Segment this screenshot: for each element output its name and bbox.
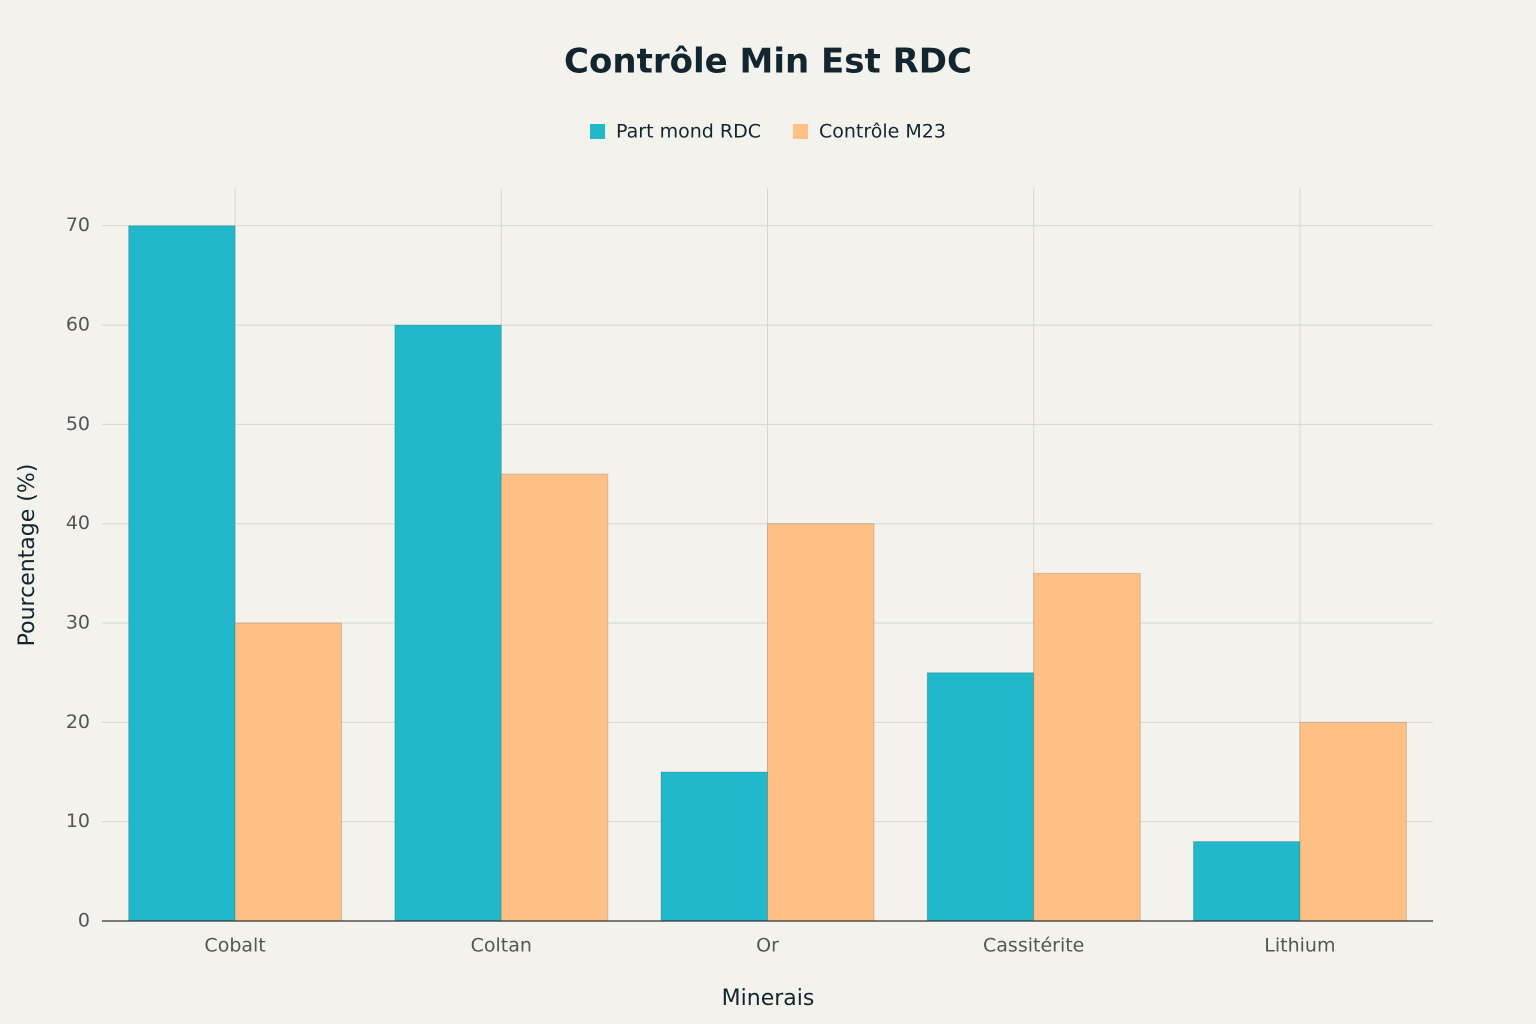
bar bbox=[128, 225, 236, 922]
y-tick-label: 0 bbox=[78, 910, 90, 932]
bar bbox=[234, 622, 343, 922]
y-tick-label: 60 bbox=[66, 314, 90, 336]
x-tick-label: Or bbox=[756, 935, 779, 957]
y-tick-label: 10 bbox=[66, 810, 90, 832]
bar bbox=[767, 523, 875, 922]
y-tick-label: 20 bbox=[66, 711, 90, 733]
y-tick-label: 70 bbox=[66, 214, 90, 236]
y-tick-label: 50 bbox=[66, 413, 90, 435]
x-tick-label: Cassitérite bbox=[983, 935, 1084, 957]
x-tick-label: Lithium bbox=[1264, 935, 1335, 957]
x-axis-title: Minerais bbox=[722, 986, 815, 1011]
legend-label: Contrôle M23 bbox=[819, 121, 946, 143]
bar bbox=[394, 324, 502, 922]
legend-swatch bbox=[590, 124, 606, 139]
bar bbox=[660, 771, 769, 922]
y-axis-title: Pourcentage (%) bbox=[15, 464, 40, 647]
bar bbox=[926, 672, 1035, 922]
bar bbox=[1192, 841, 1301, 922]
x-tick-label: Cobalt bbox=[204, 935, 265, 957]
y-tick-label: 30 bbox=[66, 612, 90, 634]
bar bbox=[500, 473, 609, 922]
bar bbox=[1299, 721, 1407, 922]
legend-swatch bbox=[792, 124, 808, 139]
bar bbox=[1033, 572, 1141, 922]
y-tick-label: 40 bbox=[66, 512, 90, 534]
legend-label: Part mond RDC bbox=[616, 121, 761, 143]
chart-title: Contrôle Min Est RDC bbox=[564, 42, 972, 82]
x-tick-label: Coltan bbox=[471, 935, 532, 957]
